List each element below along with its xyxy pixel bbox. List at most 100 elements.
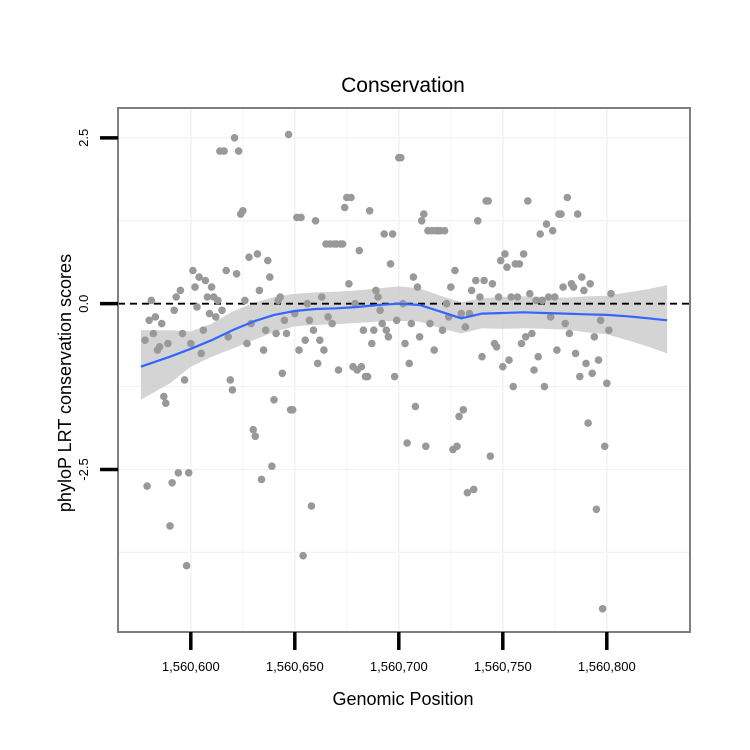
data-point [264,256,272,265]
data-point [571,349,580,358]
data-point [455,412,463,421]
data-point [207,283,216,291]
data-point [282,329,291,338]
data-point [270,396,278,404]
data-point [463,488,472,497]
data-point [401,339,409,348]
data-point [355,246,364,255]
smooth-trend-line [140,302,668,368]
data-point [199,326,208,335]
data-points [141,130,615,613]
data-point [415,333,424,341]
data-point [538,296,547,305]
data-point [178,329,187,338]
data-point [484,197,493,205]
data-point [340,203,349,212]
data-point [180,376,189,384]
data-point [442,299,451,308]
data-point [499,362,507,371]
data-point [212,313,220,321]
data-point [413,283,422,291]
data-point [301,336,310,345]
data-point [586,280,594,288]
data-point [176,286,185,295]
data-point [365,207,374,215]
data-point [382,326,391,335]
data-point [299,551,307,560]
data-point [459,406,468,414]
panel-border [117,107,691,633]
data-point [249,425,257,434]
data-point [259,346,268,354]
data-point [517,339,526,348]
data-point [232,270,241,278]
data-point [245,253,253,261]
y-tick-label: -2.5 [76,458,91,480]
data-point [438,326,447,335]
data-point [492,343,501,351]
data-point [257,475,266,484]
data-point [278,369,287,378]
data-point [578,273,586,281]
data-point [515,260,524,268]
data-point [409,273,418,281]
data-point [548,226,557,235]
data-point [297,213,305,222]
data-point [430,346,439,354]
data-point [411,402,420,411]
data-point [182,561,191,570]
data-point [155,343,164,351]
data-point [228,386,237,394]
x-tick-label: 1,560,650 [266,659,324,674]
data-point [276,293,285,301]
data-point [318,293,326,301]
data-point [307,502,316,510]
data-point [569,283,578,291]
data-point [224,333,232,341]
data-point [584,419,592,427]
data-point [368,339,376,348]
data-point [486,452,495,461]
data-point [316,336,324,345]
data-point [351,299,359,308]
data-point [363,372,372,381]
data-point [607,289,615,298]
x-tick-label: 1,560,700 [370,659,428,674]
data-point [184,469,193,477]
data-point [596,316,605,325]
data-point [494,293,503,301]
data-point [526,289,534,298]
data-point [303,299,312,308]
data-point [580,286,588,295]
data-point [195,273,203,281]
data-point [505,356,513,364]
data-point [540,382,549,391]
data-point [573,210,582,218]
data-point [469,485,478,494]
data-point [513,293,522,301]
data-point [222,266,230,275]
data-point [420,210,428,218]
data-point [168,479,176,487]
data-point [166,522,174,530]
data-point [234,147,243,155]
data-point [370,326,378,335]
data-point [544,293,553,301]
data-point [338,240,347,248]
data-point [453,442,461,451]
data-point [172,293,180,301]
data-point [496,256,505,265]
data-point [582,359,590,368]
data-point [576,372,584,381]
data-point [478,352,486,361]
data-point [472,276,480,285]
data-point [309,326,318,335]
plot-panel [117,107,691,633]
data-point [594,356,603,364]
data-point [407,319,416,328]
data-point [536,230,544,238]
data-point [253,250,262,258]
data-point [272,329,280,338]
data-point [378,319,387,328]
data-point [605,326,613,335]
